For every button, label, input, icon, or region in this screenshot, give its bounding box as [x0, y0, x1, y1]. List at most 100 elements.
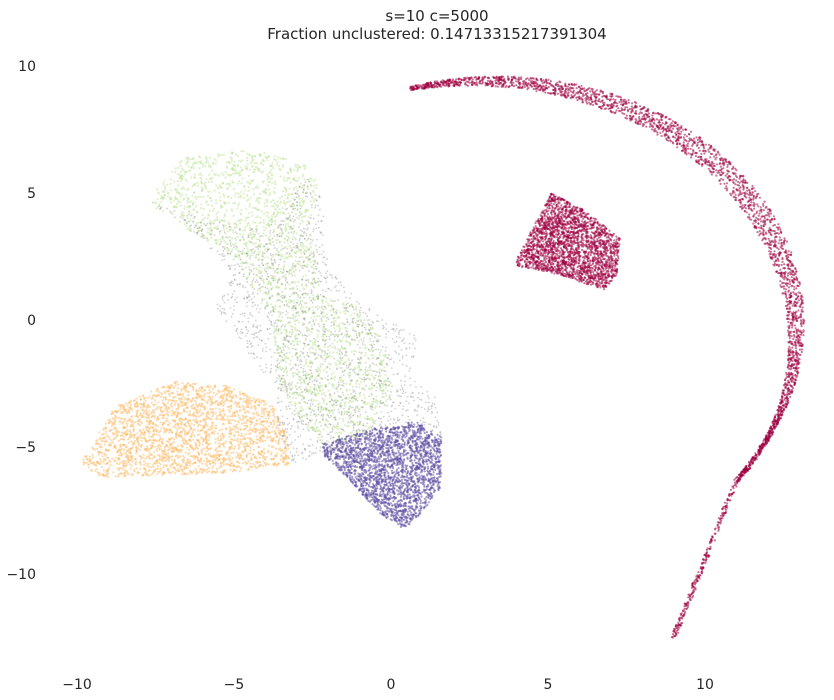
scatter-point	[776, 257, 779, 260]
scatter-point	[736, 480, 739, 483]
scatter-point	[716, 171, 719, 174]
scatter-point	[639, 105, 642, 108]
scatter-point	[724, 505, 727, 508]
scatter-point	[537, 268, 540, 272]
scatter-point	[499, 77, 502, 80]
scatter-point	[543, 88, 546, 91]
scatter-point	[777, 415, 780, 418]
scatter-point	[724, 507, 727, 510]
scatter-point	[531, 253, 534, 256]
scatter-point	[700, 144, 703, 147]
scatter-point	[596, 226, 599, 229]
scatter-point	[775, 263, 778, 266]
scatter-point	[800, 350, 803, 354]
scatter-point	[787, 361, 791, 364]
scatter-point	[700, 140, 703, 143]
scatter-point	[564, 222, 568, 226]
scatter-point	[564, 265, 568, 268]
scatter-point	[529, 232, 532, 235]
scatter-point	[591, 282, 594, 285]
scatter-point	[641, 125, 644, 128]
scatter-point	[742, 471, 745, 474]
scatter-point	[800, 322, 803, 325]
scatter-point	[597, 250, 600, 253]
scatter-point	[675, 134, 678, 137]
scatter-point	[699, 136, 702, 139]
scatter-point	[562, 223, 565, 226]
scatter-point	[793, 330, 796, 333]
scatter-point	[789, 383, 792, 387]
scatter-point	[569, 221, 572, 224]
scatter-point	[540, 252, 543, 255]
scatter-point	[496, 85, 500, 88]
scatter-point	[780, 285, 783, 289]
scatter-point	[599, 286, 602, 289]
scatter-point	[603, 103, 606, 106]
scatter-point	[796, 352, 800, 355]
scatter-point	[656, 133, 659, 136]
scatter-point	[650, 128, 654, 131]
scatter-point	[788, 278, 791, 281]
scatter-point	[672, 135, 675, 139]
scatter-point	[793, 285, 796, 288]
scatter-point	[605, 227, 608, 230]
scatter-point	[626, 110, 630, 113]
scatter-point	[711, 535, 714, 538]
scatter-point	[564, 212, 567, 215]
scatter-point	[671, 120, 674, 123]
scatter-point	[766, 208, 770, 211]
scatter-point	[795, 370, 798, 373]
scatter-point	[749, 192, 752, 195]
scatter-point	[701, 566, 705, 569]
scatter-point	[605, 95, 609, 99]
scatter-point	[660, 123, 663, 127]
scatter-point	[656, 125, 659, 128]
scatter-point	[794, 369, 797, 372]
scatter-point	[787, 253, 790, 256]
scatter-point	[544, 245, 548, 248]
scatter-point	[438, 85, 441, 88]
scatter-point	[576, 206, 579, 209]
scatter-point	[735, 476, 738, 479]
scatter-point	[595, 95, 598, 98]
scatter-point	[722, 178, 725, 181]
scatter-point	[512, 81, 515, 84]
scatter-point	[551, 255, 554, 258]
scatter-point	[586, 102, 589, 105]
scatter-point	[576, 210, 579, 213]
scatter-point	[748, 189, 751, 192]
scatter-point	[590, 269, 593, 272]
scatter-point	[759, 447, 762, 450]
scatter-point	[680, 126, 683, 129]
scatter-point	[516, 264, 519, 267]
scatter-point	[678, 132, 681, 135]
scatter-point	[762, 439, 765, 442]
scatter-point	[591, 89, 594, 92]
scatter-point	[697, 575, 700, 578]
scatter-point	[743, 206, 746, 209]
scatter-point	[581, 220, 584, 223]
scatter-point	[766, 218, 769, 221]
scatter-point	[788, 324, 792, 327]
scatter-point	[579, 264, 582, 267]
scatter-point	[661, 122, 664, 125]
scatter-point	[620, 98, 623, 101]
scatter-point	[705, 551, 708, 555]
scatter-point	[682, 128, 685, 131]
scatter-point	[780, 238, 783, 241]
scatter-point	[610, 271, 613, 274]
scatter-point	[623, 112, 626, 116]
scatter-point	[625, 101, 628, 104]
scatter-point	[564, 210, 567, 213]
scatter-point	[677, 631, 680, 634]
scatter-point	[788, 334, 791, 337]
scatter-point	[783, 237, 786, 240]
scatter-point	[556, 224, 560, 227]
scatter-point	[520, 254, 523, 257]
scatter-point	[480, 82, 484, 85]
scatter-point	[577, 231, 580, 235]
scatter-point	[552, 252, 555, 255]
scatter-point	[763, 237, 766, 240]
scatter-point	[794, 298, 798, 301]
scatter-point	[691, 582, 694, 585]
